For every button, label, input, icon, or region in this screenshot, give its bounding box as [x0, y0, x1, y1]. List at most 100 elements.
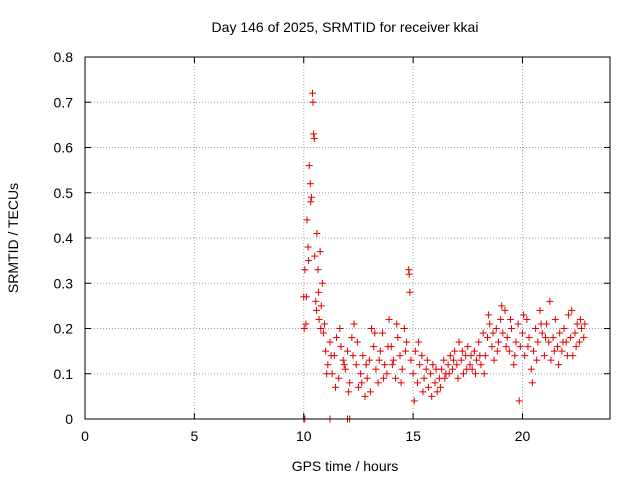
data-point [493, 347, 501, 355]
data-point [392, 374, 400, 382]
y-tick-label: 0.5 [54, 185, 74, 201]
data-point [451, 347, 459, 355]
data-point [344, 347, 351, 355]
data-point [538, 329, 546, 337]
data-point [532, 325, 540, 332]
data-point [467, 352, 475, 360]
data-point [315, 288, 323, 296]
data-point [365, 356, 373, 364]
data-point [458, 347, 466, 355]
data-point [418, 352, 426, 360]
y-tick-label: 0.7 [54, 94, 74, 110]
data-point [315, 315, 323, 323]
y-tick-label: 0 [65, 411, 73, 427]
data-point [407, 356, 415, 364]
x-tick-label: 10 [296, 428, 312, 444]
y-tick-label: 0.3 [54, 275, 74, 291]
data-point [420, 374, 428, 382]
data-point [486, 320, 494, 328]
data-point [436, 383, 444, 391]
data-point [348, 334, 356, 342]
y-tick-label: 0.6 [54, 140, 74, 156]
data-point [576, 315, 584, 323]
data-point [384, 343, 392, 351]
data-point [379, 329, 386, 337]
data-point [573, 320, 581, 328]
data-point [302, 320, 310, 328]
data-point [353, 338, 361, 346]
data-point [362, 361, 370, 369]
data-point [536, 306, 544, 314]
data-point [558, 347, 566, 355]
data-point [515, 397, 523, 405]
y-tick-label: 0.2 [54, 321, 74, 337]
data-point [341, 365, 349, 373]
data-point [498, 302, 506, 310]
data-point [446, 352, 454, 360]
data-point [326, 338, 334, 346]
data-point [305, 257, 313, 265]
data-point [415, 338, 423, 346]
data-point [310, 130, 318, 138]
data-point [423, 356, 431, 364]
data-point [346, 379, 354, 387]
data-point [453, 361, 461, 369]
data-point [309, 89, 316, 97]
data-point [534, 338, 542, 346]
data-point [363, 374, 371, 382]
data-point [489, 329, 497, 337]
data-point [441, 374, 449, 382]
data-point [316, 248, 324, 256]
data-point [371, 329, 379, 337]
data-point [521, 352, 529, 360]
data-point [318, 279, 326, 287]
data-point [444, 361, 452, 369]
data-point [471, 370, 479, 378]
data-point [476, 352, 484, 360]
chart-title: Day 146 of 2025, SRMTID for receiver kka… [212, 19, 479, 35]
data-point [545, 338, 553, 346]
data-point [572, 343, 580, 351]
data-point [516, 343, 524, 351]
data-point [433, 388, 441, 396]
data-point [533, 356, 541, 364]
data-point [560, 325, 568, 332]
data-point [396, 352, 404, 360]
data-point [302, 293, 310, 301]
data-point [559, 338, 567, 346]
data-point [409, 370, 417, 378]
data-point [537, 320, 545, 328]
data-point [427, 370, 435, 378]
data-point [554, 343, 561, 351]
data-point [470, 347, 478, 355]
data-point [385, 315, 393, 323]
data-point [307, 193, 315, 201]
data-point [563, 352, 571, 360]
data-point [506, 315, 514, 323]
y-tick-label: 0.1 [54, 366, 74, 382]
data-point [514, 320, 522, 328]
data-point [401, 347, 409, 355]
data-point [549, 334, 557, 342]
data-point [406, 288, 414, 296]
data-point [374, 379, 382, 387]
data-point [394, 334, 402, 342]
data-point [422, 365, 430, 373]
data-point [310, 134, 318, 142]
data-point [428, 392, 436, 400]
data-point [311, 252, 319, 260]
data-point [505, 347, 513, 355]
data-point [303, 216, 311, 224]
data-point [357, 370, 365, 378]
data-point [317, 302, 325, 310]
data-point [488, 343, 496, 351]
data-point [313, 229, 321, 237]
data-point [317, 325, 325, 332]
data-point [528, 379, 536, 387]
data-point [419, 388, 427, 396]
data-point [309, 98, 317, 106]
data-point [455, 338, 463, 346]
data-point [323, 370, 331, 378]
data-point [370, 343, 378, 351]
data-point [403, 338, 411, 346]
